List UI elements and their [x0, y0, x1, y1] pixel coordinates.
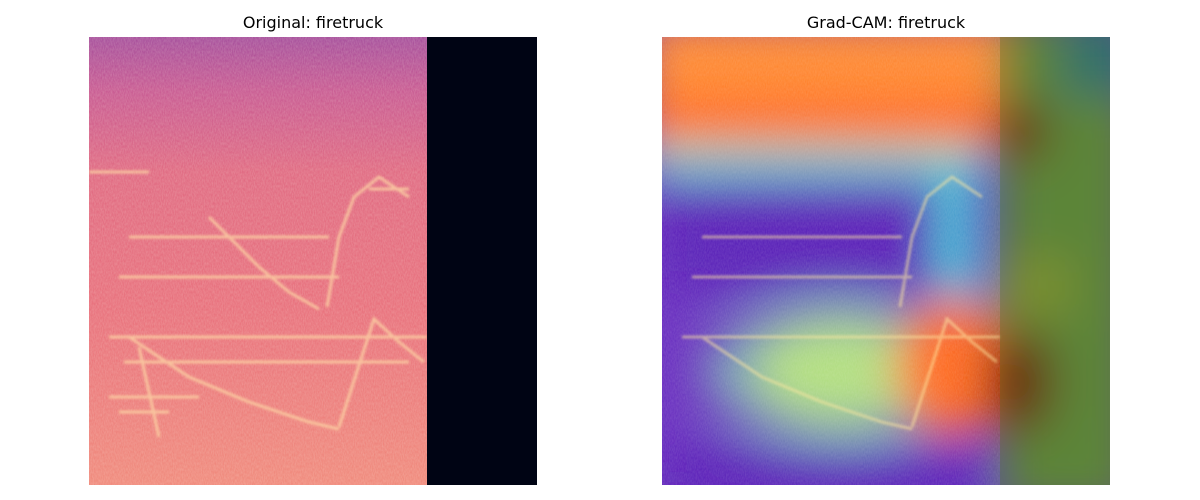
original-title: Original: firetruck	[242, 13, 384, 32]
original-panel: Original: firetruck	[89, 13, 537, 485]
original-spectrogram-image	[89, 37, 537, 485]
gradcam-title: Grad-CAM: firetruck	[806, 13, 966, 32]
gradcam-panel: Grad-CAM: firetruck	[662, 13, 1110, 485]
gradcam-overlay-image	[662, 37, 1110, 485]
